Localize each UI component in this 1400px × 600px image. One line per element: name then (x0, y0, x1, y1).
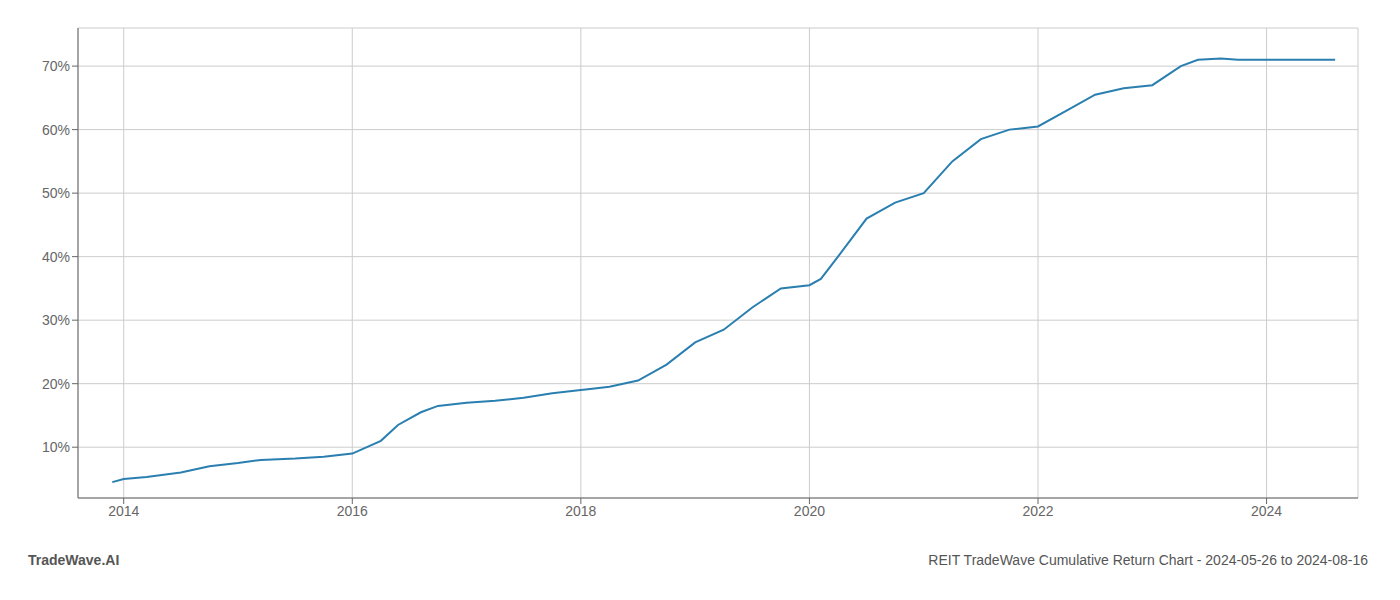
svg-text:20%: 20% (42, 376, 70, 392)
svg-text:2016: 2016 (337, 503, 368, 519)
svg-text:2024: 2024 (1251, 503, 1282, 519)
svg-text:2018: 2018 (565, 503, 596, 519)
svg-text:2020: 2020 (794, 503, 825, 519)
svg-text:2022: 2022 (1022, 503, 1053, 519)
svg-text:50%: 50% (42, 185, 70, 201)
svg-text:40%: 40% (42, 249, 70, 265)
html-text:TradeWave.AI: TradeWave.AI (28, 552, 120, 568)
svg-text:10%: 10% (42, 439, 70, 455)
svg-text:2014: 2014 (108, 503, 139, 519)
svg-text:60%: 60% (42, 122, 70, 138)
svg-text:70%: 70% (42, 58, 70, 74)
html-text:REIT TradeWave Cumulative Retu: REIT TradeWave Cumulative Return Chart -… (928, 552, 1368, 568)
svg-text:30%: 30% (42, 312, 70, 328)
